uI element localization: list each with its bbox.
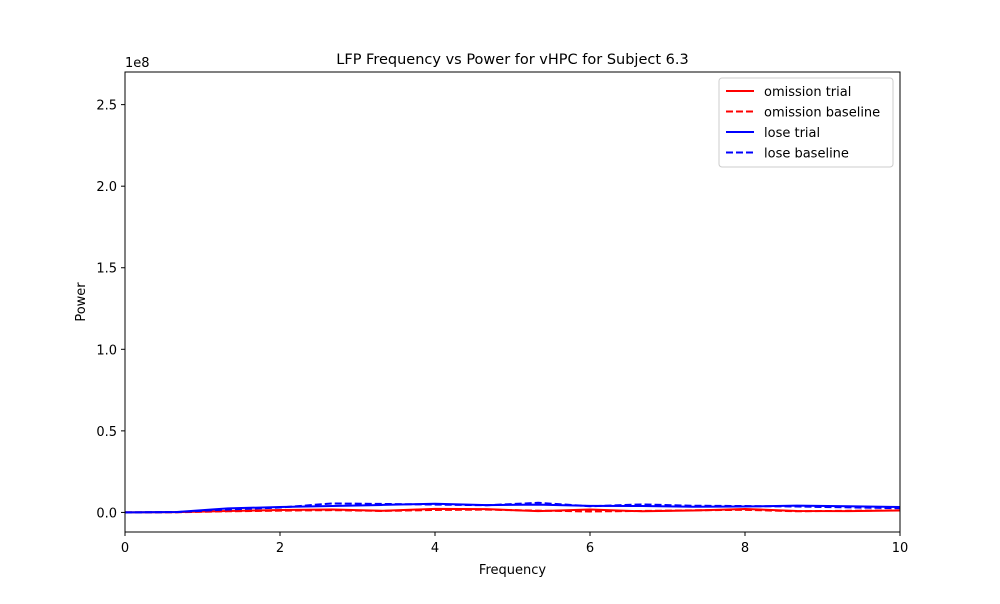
series-line-omission-baseline <box>124 508 901 514</box>
y-axis-ticks: 0.0 0.5 1.0 1.5 2.0 2.5 <box>96 99 125 521</box>
y-tick-label: 2.5 <box>96 99 117 114</box>
x-tick-label: 0 <box>121 541 129 556</box>
legend-label-omission-trial: omission trial <box>764 85 851 100</box>
y-tick-label: 0.0 <box>96 506 117 521</box>
legend-label-omission-baseline: omission baseline <box>764 106 880 121</box>
y-axis-offset-label: 1e8 <box>125 56 150 71</box>
legend-label-lose-trial: lose trial <box>764 126 820 141</box>
y-tick-label: 0.5 <box>96 425 117 440</box>
x-tick-label: 8 <box>741 541 749 556</box>
chart-title: LFP Frequency vs Power for vHPC for Subj… <box>336 52 688 68</box>
legend-label-lose-baseline: lose baseline <box>764 147 849 162</box>
x-axis-label: Frequency <box>479 563 546 578</box>
x-axis-ticks: 0 2 4 6 8 10 <box>121 532 908 556</box>
x-tick-label: 6 <box>586 541 594 556</box>
axes-frame <box>124 71 901 533</box>
y-tick-label: 2.0 <box>96 180 117 195</box>
legend-box <box>718 77 894 168</box>
y-tick-label: 1.0 <box>96 343 117 358</box>
legend: omission trial omission baseline lose tria… <box>718 77 894 168</box>
y-tick-label: 1.5 <box>96 262 117 277</box>
y-axis-label: Power <box>74 282 89 322</box>
x-tick-label: 4 <box>431 541 439 556</box>
series-layer <box>124 501 901 514</box>
x-tick-label: 10 <box>892 541 909 556</box>
series-line-lose-baseline <box>124 501 901 514</box>
x-tick-label: 2 <box>276 541 284 556</box>
